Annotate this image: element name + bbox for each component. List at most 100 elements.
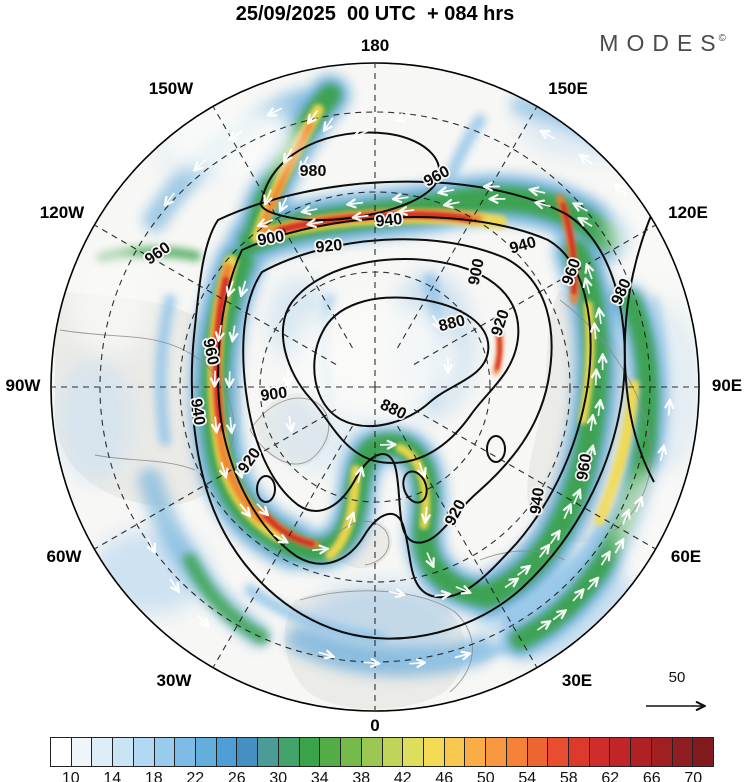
colorbar-cell bbox=[154, 738, 176, 766]
wind-arrow bbox=[579, 218, 593, 227]
colorbar-cell bbox=[51, 738, 72, 766]
reference-arrow-label: 50 bbox=[668, 669, 686, 686]
meridian-line bbox=[94, 225, 337, 365]
wind-arrow bbox=[288, 369, 289, 385]
wind-arrow bbox=[409, 663, 424, 664]
wind-arrow bbox=[599, 309, 601, 325]
colorbar-cell bbox=[258, 738, 279, 766]
meridian-line bbox=[413, 409, 656, 549]
colorbar-cell bbox=[299, 738, 321, 766]
colorbar-tick-label: 50 bbox=[476, 770, 495, 782]
wind-arrow bbox=[233, 325, 235, 341]
wind-arrow bbox=[229, 371, 230, 386]
wind-arrow bbox=[348, 513, 353, 528]
meridian-line bbox=[213, 425, 353, 668]
wind-arrow bbox=[148, 538, 155, 551]
wind-arrow bbox=[222, 461, 226, 476]
wind-arrow bbox=[581, 461, 585, 477]
wind-arrow bbox=[504, 579, 517, 589]
wind-arrow bbox=[312, 549, 327, 551]
colorbar-cell bbox=[651, 738, 673, 766]
wind-arrow bbox=[264, 231, 279, 236]
wind-arrow bbox=[596, 370, 597, 386]
colorbar-cell bbox=[506, 738, 528, 766]
colorbar-tick-label: 26 bbox=[227, 770, 246, 782]
wind-arrow bbox=[239, 503, 250, 516]
map-interior bbox=[51, 63, 699, 711]
contour-label: 940 bbox=[527, 486, 548, 515]
wind-arrow bbox=[265, 189, 271, 204]
colorbar-cell bbox=[133, 738, 155, 766]
contour-label: 940 bbox=[187, 398, 208, 427]
wind-arrow bbox=[455, 587, 470, 593]
meridian-line bbox=[413, 225, 656, 365]
colorbar-cell bbox=[341, 738, 362, 766]
wind-arrow bbox=[614, 540, 623, 554]
colorbar-cell bbox=[92, 738, 114, 766]
contour-label: 940 bbox=[375, 211, 403, 231]
colorbar-cell bbox=[527, 738, 549, 766]
wind-arrow bbox=[241, 280, 245, 295]
wind-arrow bbox=[301, 156, 309, 170]
longitude-label: 180 bbox=[360, 36, 390, 55]
wind-arrow bbox=[600, 552, 610, 566]
wind-arrow bbox=[587, 578, 598, 591]
wind-arrow bbox=[308, 222, 324, 225]
colorbar-cell bbox=[444, 738, 466, 766]
contour-label: 980 bbox=[300, 163, 327, 180]
colorbar: 10 14 18 22 26 30 34 38 42 46 50 54 58 62 66 70 bbox=[50, 737, 714, 782]
wind-arrow bbox=[259, 220, 274, 226]
wind-arrow bbox=[388, 592, 404, 595]
longitude-label: 60W bbox=[46, 547, 82, 566]
colorbar-cell bbox=[382, 738, 404, 766]
colorbar-tick-label: 62 bbox=[601, 770, 620, 782]
wind-arrow bbox=[572, 590, 583, 602]
map-border-circle bbox=[50, 62, 700, 712]
colorbar-tick-label: 14 bbox=[103, 770, 122, 782]
colorbar-cell bbox=[361, 738, 383, 766]
wind-arrow bbox=[394, 197, 409, 199]
page-title: 25/09/2025 00 UTC + 084 hrs bbox=[235, 3, 515, 25]
colorbar-cell bbox=[278, 738, 300, 766]
wind-arrow bbox=[538, 546, 549, 558]
colorbar-cell bbox=[237, 738, 259, 766]
colorbar-cell bbox=[589, 738, 611, 766]
wind-arrow bbox=[425, 506, 427, 522]
colorbar-tick-label: 38 bbox=[352, 770, 371, 782]
meridian-line bbox=[94, 409, 337, 549]
wind-arrow bbox=[215, 370, 216, 386]
colorbar-cell bbox=[631, 738, 652, 766]
wind-arrow bbox=[439, 190, 455, 193]
wind-arrow bbox=[230, 417, 231, 432]
longitude-label: 90E bbox=[711, 376, 743, 395]
colorbar-cell bbox=[175, 738, 197, 766]
colorbar-cells bbox=[50, 737, 714, 767]
wind-arrow bbox=[636, 498, 641, 513]
wind-arrow bbox=[195, 158, 207, 170]
colorbar-tick-label: 10 bbox=[61, 770, 80, 782]
longitude-label: 60E bbox=[670, 547, 702, 566]
wind-arrow bbox=[348, 203, 364, 205]
colorbar-tick-label: 70 bbox=[684, 770, 703, 782]
colorbar-cell bbox=[216, 738, 238, 766]
wind-arrow bbox=[594, 324, 595, 340]
colorbar-cell bbox=[568, 738, 590, 766]
wind-arrow bbox=[354, 216, 369, 218]
wind-arrow bbox=[431, 314, 440, 328]
colorbar-cell bbox=[693, 738, 713, 766]
colorbar-tick-label: 42 bbox=[393, 770, 412, 782]
wind-arrow bbox=[434, 594, 449, 596]
longitude-label: 150W bbox=[148, 79, 194, 98]
wind-arrow bbox=[587, 265, 592, 280]
colorbar-cell bbox=[610, 738, 632, 766]
wind-arrow bbox=[574, 204, 588, 212]
colorbar-cell bbox=[113, 738, 134, 766]
wind-arrow bbox=[397, 115, 412, 120]
contour-label: 900 bbox=[260, 384, 289, 405]
colorbar-cell bbox=[423, 738, 445, 766]
wind-arrow bbox=[669, 401, 670, 416]
contour-label: 920 bbox=[315, 237, 343, 257]
colorbar-tick-label: 54 bbox=[518, 770, 537, 782]
